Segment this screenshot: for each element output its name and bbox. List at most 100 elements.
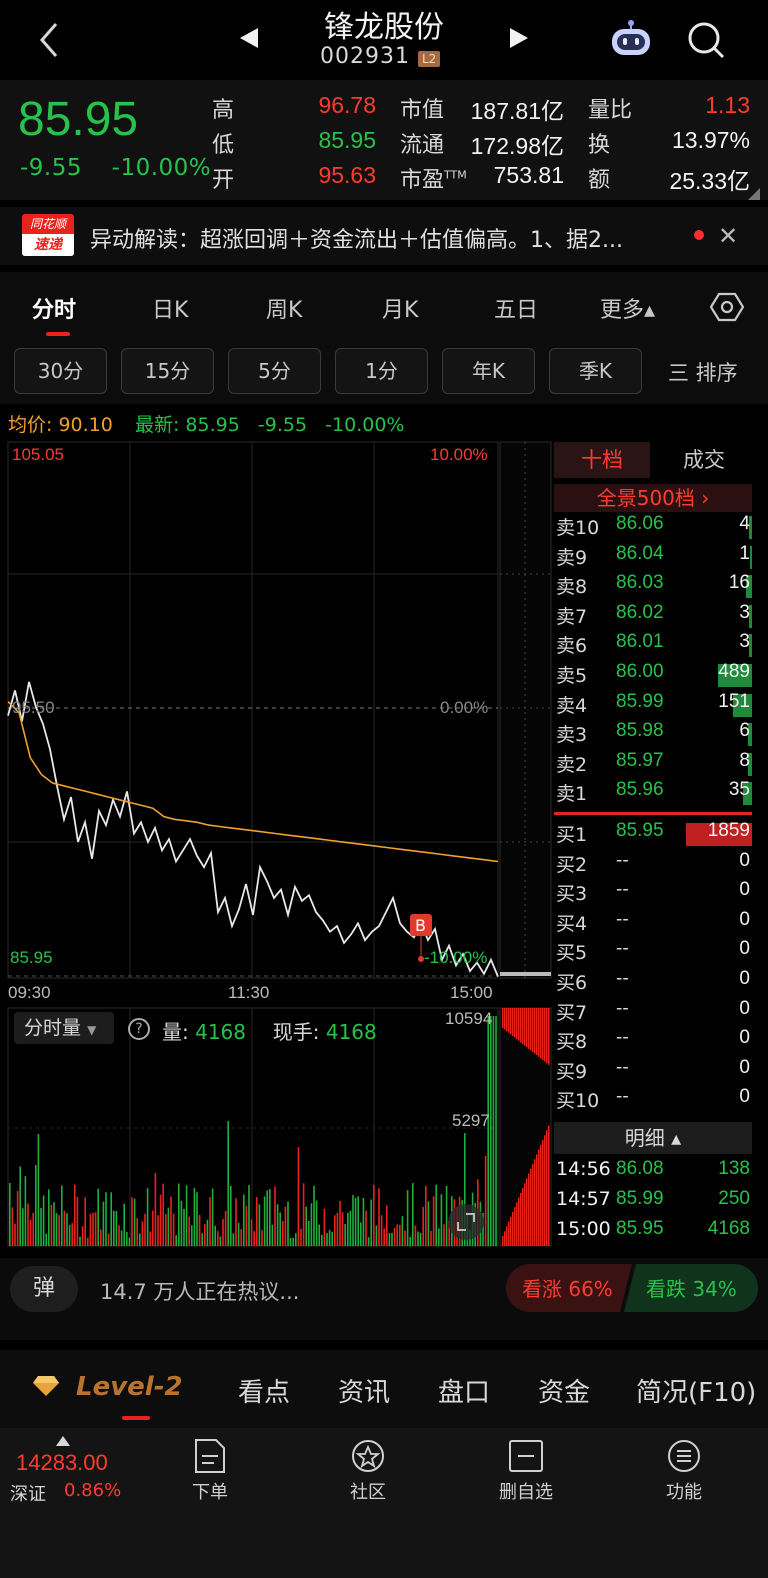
intraday-chart[interactable]: 105.05 10.00% 95.50 0.00% 85.95 -10.00% …	[0, 438, 768, 1250]
tab-more[interactable]: 更多▴	[600, 298, 656, 323]
period-5min-button[interactable]: 5分	[228, 348, 321, 394]
prev-stock-icon[interactable]	[238, 26, 260, 50]
back-arrow-icon[interactable]	[34, 20, 64, 60]
vote-down-button[interactable]	[624, 1264, 758, 1312]
volume-bar	[240, 1229, 242, 1246]
volume-selector[interactable]: 分时量 ▼	[14, 1012, 114, 1044]
remove-watchlist-label[interactable]: 删自选	[499, 1482, 553, 1503]
sell-row[interactable]: 卖3 85.98 6	[554, 720, 752, 749]
volume-bar	[310, 1203, 313, 1246]
buy-row[interactable]: 买1 85.95 1859	[554, 820, 752, 849]
tab-ten-levels[interactable]: 十档	[554, 442, 650, 478]
depth-bar	[530, 1168, 532, 1246]
tab-five-day[interactable]: 五日	[494, 298, 539, 323]
volume-bar	[487, 1016, 489, 1246]
tab-intraday[interactable]: 分时	[32, 298, 77, 323]
community-label[interactable]: 社区	[350, 1482, 386, 1503]
news-ticker[interactable]	[0, 207, 768, 265]
volume-bar	[362, 1198, 365, 1246]
buy-row[interactable]: 买7 -- 0	[554, 998, 752, 1027]
buy-level-label: 买4	[556, 912, 588, 935]
sort-button[interactable]: 三 排序	[668, 361, 738, 385]
chart-settings-hexagon-icon[interactable]	[710, 292, 744, 322]
close-icon[interactable]: ✕	[718, 222, 739, 250]
search-icon[interactable]	[686, 20, 726, 60]
depth-bar	[524, 1008, 526, 1046]
sell-row[interactable]: 卖4 85.99 151	[554, 691, 752, 720]
sell-row[interactable]: 卖2 85.97 8	[554, 750, 752, 779]
function-label[interactable]: 功能	[666, 1482, 702, 1503]
volume-bar	[107, 1233, 110, 1246]
quote-panel	[0, 80, 768, 200]
nav-level2[interactable]: Level-2	[76, 1372, 183, 1402]
sell-level-price: 86.04	[616, 542, 664, 564]
volume-bar	[89, 1213, 92, 1246]
panorama-500-button[interactable]: 全景500档 ›	[554, 484, 752, 512]
nav-highlights[interactable]: 看点	[238, 1378, 291, 1408]
volume-bar	[157, 1215, 159, 1246]
buy-level-label: 买5	[556, 942, 588, 965]
buy-level-label: 买1	[556, 824, 588, 846]
ai-assistant-robot-icon[interactable]	[608, 18, 654, 58]
sell-row[interactable]: 卖8 86.03 16	[554, 572, 752, 601]
volume-bar	[97, 1188, 99, 1246]
volume-bar	[430, 1230, 432, 1246]
expand-corner-icon[interactable]	[748, 188, 760, 200]
nav-f10[interactable]: 简况(F10)	[636, 1378, 757, 1408]
sell-row[interactable]: 卖1 85.96 35	[554, 779, 752, 808]
period-30min-button[interactable]: 30分	[14, 348, 107, 394]
sell-row[interactable]: 卖6 86.01 3	[554, 631, 752, 660]
buy-marker[interactable]	[410, 914, 432, 936]
tab-monthly-k[interactable]: 月K	[382, 298, 419, 323]
buy-row[interactable]: 买8 -- 0	[554, 1027, 752, 1056]
sell-row[interactable]: 卖7 86.02 3	[554, 602, 752, 631]
period-1min-button[interactable]: 1分	[335, 348, 428, 394]
buy-row[interactable]: 买2 -- 0	[554, 850, 752, 879]
news-text[interactable]: 异动解读：超涨回调＋资金流出＋估值偏高。1、据2...	[90, 228, 623, 253]
sell-level-label: 卖8	[556, 576, 588, 599]
tab-daily-k[interactable]: 日K	[152, 298, 189, 323]
function-menu-icon[interactable]	[664, 1438, 704, 1474]
sell-row[interactable]: 卖5 86.00 489	[554, 661, 752, 690]
danmaku-toggle[interactable]: 弹	[10, 1266, 78, 1312]
period-quarterly-k-button[interactable]: 季K	[549, 348, 642, 394]
fullscreen-icon[interactable]	[448, 1204, 484, 1240]
buy-row[interactable]: 买6 -- 0	[554, 968, 752, 997]
volume-bar	[490, 1016, 492, 1246]
help-icon[interactable]: ?	[128, 1018, 150, 1040]
hot-discussion-text[interactable]: 14.7 万人正在热议...	[100, 1280, 300, 1304]
vote-up-button[interactable]	[506, 1264, 632, 1312]
logo-bottom-text: 速递	[22, 234, 74, 256]
buy-row[interactable]: 买4 -- 0	[554, 909, 752, 938]
nav-orderbook[interactable]: 盘口	[438, 1378, 491, 1408]
sentiment-vote: 看涨 66% 看跌 34%	[506, 1264, 758, 1312]
tab-trades[interactable]: 成交	[683, 448, 725, 472]
volume-bar	[45, 1233, 47, 1246]
order-icon[interactable]	[190, 1438, 230, 1474]
depth-bar	[506, 1008, 508, 1032]
next-stock-icon[interactable]	[508, 26, 530, 50]
period-yearly-k-button[interactable]: 年K	[442, 348, 535, 394]
buy-row[interactable]: 买3 -- 0	[554, 879, 752, 908]
order-label[interactable]: 下单	[192, 1482, 228, 1503]
remove-watchlist-icon[interactable]	[506, 1438, 546, 1474]
community-icon[interactable]	[348, 1438, 388, 1474]
tab-weekly-k[interactable]: 周K	[266, 298, 303, 323]
sell-level-volume: 35	[728, 779, 750, 801]
mktcap-value: 187.81亿	[470, 98, 564, 124]
detail-header[interactable]: 明细 ▴	[554, 1122, 752, 1154]
volume-bar	[22, 1208, 24, 1246]
buy-row[interactable]: 买9 -- 0	[554, 1057, 752, 1086]
sell-row[interactable]: 卖10 86.06 4	[554, 513, 752, 542]
depth-bar	[530, 1008, 532, 1051]
index-value[interactable]: 14283.00	[16, 1450, 108, 1475]
last-price: 85.95	[18, 93, 139, 146]
nav-news[interactable]: 资讯	[338, 1378, 391, 1408]
buy-row[interactable]: 买5 -- 0	[554, 938, 752, 967]
volume-bar	[344, 1223, 346, 1246]
sell-row[interactable]: 卖9 86.04 1	[554, 543, 752, 572]
buy-row[interactable]: 买10 -- 0	[554, 1086, 752, 1115]
ths-express-logo: 同花顺 速递	[22, 214, 74, 258]
period-15min-button[interactable]: 15分	[121, 348, 214, 394]
nav-funds[interactable]: 资金	[538, 1378, 591, 1408]
